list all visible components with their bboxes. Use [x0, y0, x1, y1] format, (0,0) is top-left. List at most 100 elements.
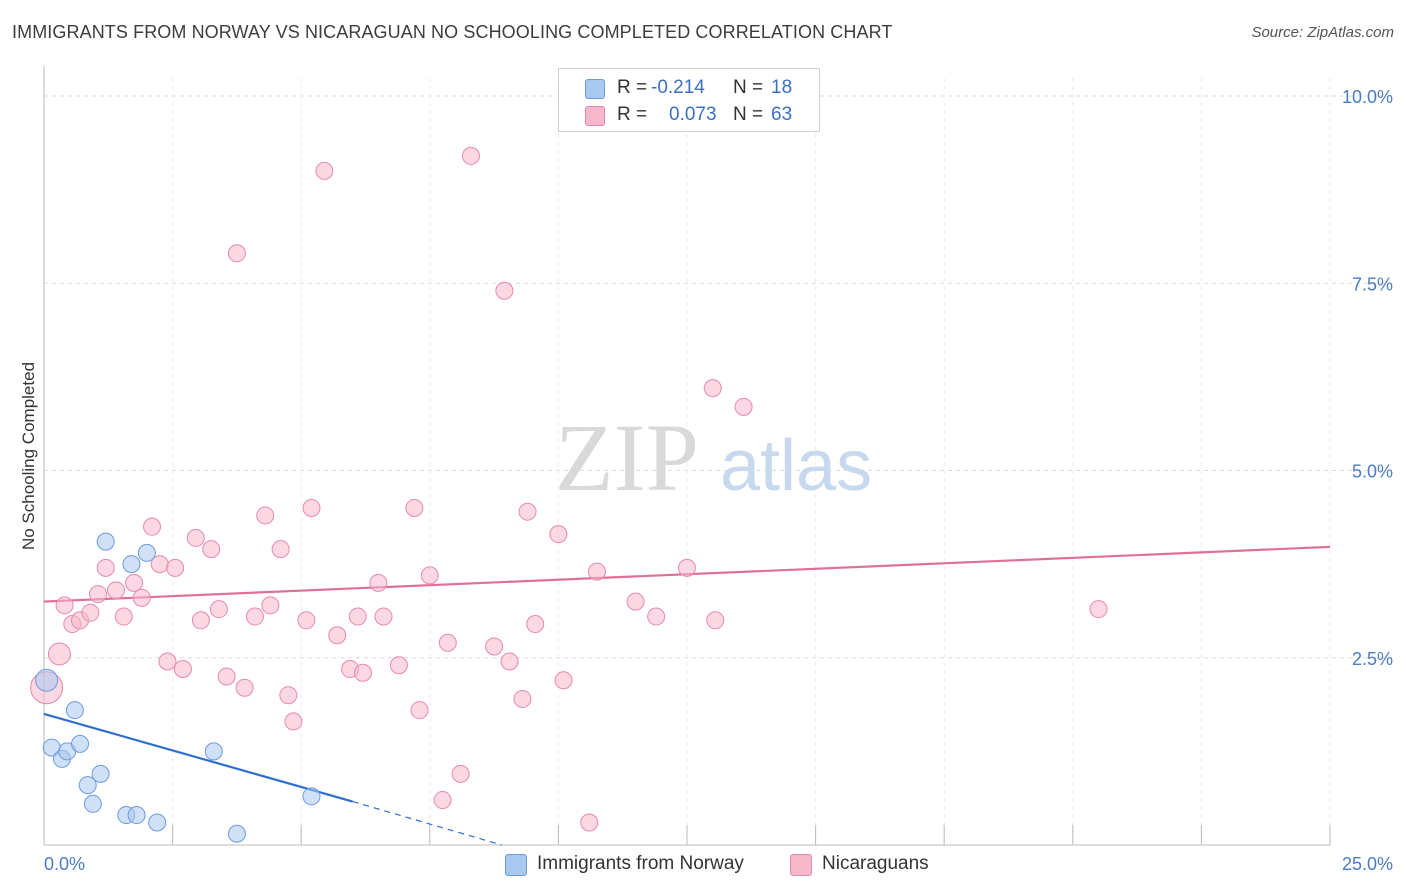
nicaraguan-point	[114, 607, 133, 626]
watermark-atlas: atlas	[720, 426, 872, 506]
source-label: Source: ZipAtlas.com	[1251, 24, 1394, 41]
norway-point	[83, 794, 102, 813]
nicaraguan-point	[245, 607, 264, 626]
nicaraguan-point	[81, 603, 100, 622]
trend-line-extension	[352, 800, 502, 846]
norway-point	[35, 668, 59, 692]
nicaraguan-point	[513, 689, 532, 708]
nicaraguan-point	[703, 379, 722, 398]
n-value: 18	[771, 77, 793, 98]
norway-point	[148, 813, 167, 832]
axes	[43, 66, 1331, 846]
nicaraguan-point	[438, 633, 457, 652]
nicaraguan-point	[549, 525, 568, 544]
nicaraguan-point	[55, 596, 74, 615]
trend-line	[43, 712, 353, 803]
norway-point	[302, 787, 321, 806]
nicaraguan-point	[125, 573, 144, 592]
n-value: 63	[771, 104, 793, 125]
nicaraguan-point	[348, 607, 367, 626]
nicaraguan-point	[734, 397, 753, 416]
nicaraguan-point	[626, 592, 645, 611]
nicaraguan-point	[227, 244, 246, 263]
norway-point	[78, 776, 97, 795]
nicaraguans-swatch	[585, 106, 605, 126]
chart-title: IMMIGRANTS FROM NORWAY VS NICARAGUAN NO …	[12, 22, 893, 42]
norway-swatch	[585, 79, 605, 99]
nicaraguan-point	[261, 596, 280, 615]
norway-point	[91, 764, 110, 783]
norway-legend-swatch	[505, 854, 527, 876]
y-tick-label: 10.0%	[1342, 87, 1393, 107]
nicaraguan-point	[495, 281, 514, 300]
nicaraguan-point	[217, 667, 236, 686]
nicaraguan-point	[107, 581, 126, 600]
nicaraguan-point	[209, 600, 228, 619]
nicaraguan-point	[315, 161, 334, 180]
nicaraguan-point	[202, 540, 221, 559]
nicaraguan-point	[526, 615, 545, 634]
watermark-zip: ZIP	[555, 404, 699, 511]
grid-lines	[44, 78, 1394, 845]
nicaraguan-point	[353, 663, 372, 682]
data-points	[30, 146, 1108, 843]
watermark: ZIP atlas	[555, 404, 872, 511]
norway-point	[122, 555, 141, 574]
nicaraguan-point	[410, 701, 429, 720]
r-value: 0.073	[669, 104, 717, 125]
norway-point	[204, 742, 223, 761]
nicaraguan-point	[518, 502, 537, 521]
nicaraguan-point	[647, 607, 666, 626]
nicaraguan-point	[328, 626, 347, 645]
nicaraguan-point	[271, 540, 290, 559]
stats-legend: R = -0.214 N = 18 R = 0.073 N = 63	[558, 68, 820, 132]
nicaraguan-point	[132, 588, 151, 607]
nicaraguan-point	[420, 566, 439, 585]
nicaraguan-point	[191, 611, 210, 630]
nicaraguan-point	[485, 637, 504, 656]
nicaraguan-point	[166, 558, 185, 577]
nicaraguan-point	[143, 517, 162, 536]
nicaraguan-point	[235, 678, 254, 697]
nicaraguans-legend-label: Nicaraguans	[822, 853, 929, 874]
tick-labels: 2.5% 5.0% 7.5% 10.0% 0.0% 25.0%	[44, 87, 1393, 874]
n-label: N =	[733, 77, 764, 98]
nicaraguan-point	[158, 652, 177, 671]
nicaraguan-point	[405, 498, 424, 517]
nicaraguan-point	[284, 712, 303, 731]
norway-point	[127, 806, 146, 825]
y-axis-label: No Schooling Completed	[19, 362, 38, 550]
y-tick-label: 2.5%	[1352, 649, 1393, 669]
nicaraguan-point	[89, 585, 108, 604]
x-tick-label: 25.0%	[1342, 854, 1393, 874]
nicaraguan-point	[47, 642, 71, 666]
nicaraguan-point	[1089, 600, 1108, 619]
nicaraguan-point	[369, 573, 388, 592]
nicaraguan-point	[389, 656, 408, 675]
norway-legend-label: Immigrants from Norway	[537, 853, 744, 874]
nicaraguan-point	[374, 607, 393, 626]
r-label: R =	[617, 104, 648, 125]
nicaraguan-point	[96, 558, 115, 577]
r-value: -0.214	[651, 77, 705, 98]
nicaraguan-point	[678, 558, 696, 577]
norway-point	[65, 701, 84, 720]
nicaraguan-point	[500, 652, 519, 671]
y-tick-label: 7.5%	[1352, 274, 1393, 294]
nicaraguan-point	[302, 498, 321, 517]
norway-point	[227, 824, 246, 843]
nicaraguan-point	[173, 659, 192, 678]
n-label: N =	[733, 104, 764, 125]
nicaraguan-point	[706, 611, 725, 630]
norway-point	[96, 532, 115, 551]
nicaraguan-point	[580, 813, 599, 832]
nicaraguan-point	[279, 686, 298, 705]
nicaraguan-point	[554, 671, 573, 690]
norway-point	[71, 734, 90, 753]
r-label: R =	[617, 77, 648, 98]
nicaraguans-legend-swatch	[790, 854, 812, 876]
norway-point	[137, 543, 156, 562]
nicaraguan-point	[461, 146, 480, 165]
nicaraguan-point	[451, 764, 470, 783]
